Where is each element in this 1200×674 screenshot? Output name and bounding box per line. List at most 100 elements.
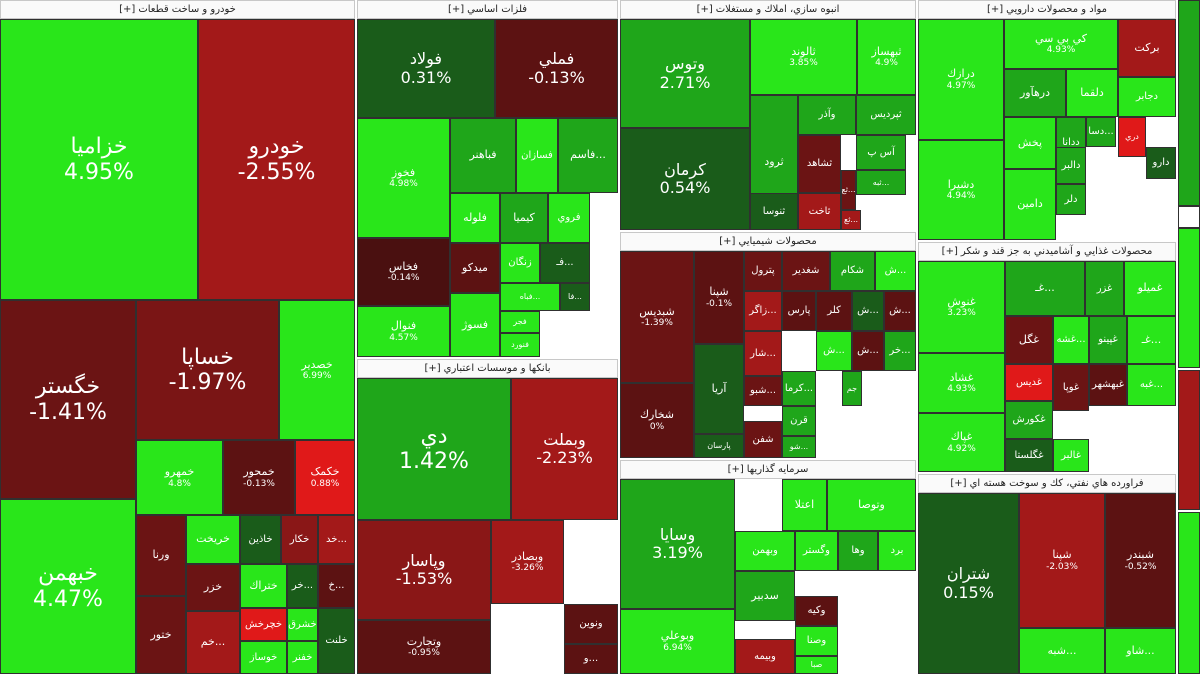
stock-tile[interactable]: فاسم...	[558, 118, 618, 193]
stock-tile[interactable]: وصنا	[795, 626, 838, 656]
stock-tile[interactable]: شو...	[782, 436, 816, 458]
stock-tile[interactable]: خچرخش	[240, 608, 287, 641]
stock-tile[interactable]: شبندر -0.52%	[1105, 493, 1176, 628]
stock-tile[interactable]: وتجارت -0.95%	[357, 620, 491, 674]
stock-tile[interactable]: خاذين	[240, 515, 281, 564]
stock-tile[interactable]: شفن	[744, 421, 782, 458]
stock-tile[interactable]: خوساز	[240, 641, 287, 674]
stock-tile[interactable]: وتوس 2.71%	[620, 19, 750, 128]
stock-tile[interactable]: ثع...	[841, 170, 856, 210]
stock-tile[interactable]: فنورد	[500, 333, 540, 357]
stock-tile[interactable]: وپاسار -1.53%	[357, 520, 491, 620]
stock-tile[interactable]: ش...	[884, 291, 916, 331]
stock-tile[interactable]: اعتلا	[782, 479, 827, 531]
stock-tile[interactable]: ميدكو	[450, 243, 500, 293]
stock-tile[interactable]: شخارك 0%	[620, 383, 694, 458]
stock-tile[interactable]: فملي -0.13%	[495, 19, 618, 118]
stock-tile[interactable]: ثالوند 3.85%	[750, 19, 857, 95]
stock-tile[interactable]: غگل	[1005, 316, 1053, 364]
stock-tile[interactable]: وكيه	[795, 596, 838, 626]
stock-tile[interactable]: غميلو	[1124, 261, 1176, 316]
stock-tile[interactable]: ش...	[816, 331, 852, 371]
stock-tile[interactable]: آس پ	[856, 135, 906, 170]
stock-tile[interactable]: ورنا	[136, 515, 186, 596]
stock-tile[interactable]: پخش	[1004, 117, 1056, 169]
stock-tile[interactable]: غپاك 4.92%	[918, 413, 1005, 472]
stock-tile[interactable]: خ...	[318, 564, 355, 608]
stock-tile[interactable]: فلوله	[450, 193, 500, 243]
stock-tile[interactable]: وآذر	[798, 95, 856, 135]
stock-tile[interactable]: خصدير 6.99%	[279, 300, 355, 440]
stock-tile[interactable]: فباهنر	[450, 118, 516, 193]
stock-tile[interactable]: شبديس -1.39%	[620, 251, 694, 383]
stock-tile[interactable]: وها	[838, 531, 878, 571]
stock-tile[interactable]: غبهشهر	[1089, 364, 1127, 406]
sector-expand-button[interactable]: [+]	[119, 4, 136, 15]
stock-tile[interactable]: فا...	[560, 283, 590, 311]
stock-tile[interactable]: بركت	[1118, 19, 1176, 77]
stock-tile[interactable]: زاگر...	[744, 291, 782, 331]
stock-tile[interactable]: ونوين	[564, 604, 618, 644]
offscreen-tile[interactable]	[1178, 370, 1200, 510]
stock-tile[interactable]: غگلستا	[1005, 439, 1053, 472]
stock-tile[interactable]: ش...	[875, 251, 916, 291]
stock-tile[interactable]: آريا	[694, 344, 744, 434]
stock-tile[interactable]: دلر	[1056, 184, 1086, 215]
stock-tile[interactable]: ثع...	[841, 210, 861, 230]
stock-tile[interactable]: وبملت -2.23%	[511, 378, 618, 520]
stock-tile[interactable]: وتوصا	[827, 479, 916, 531]
stock-tile[interactable]: شبه...	[1019, 628, 1105, 674]
sector-expand-button[interactable]: [+]	[727, 464, 744, 475]
offscreen-tile[interactable]	[1178, 228, 1200, 368]
stock-tile[interactable]: غكورش	[1005, 401, 1053, 439]
stock-tile[interactable]: شتران 0.15%	[918, 493, 1019, 674]
stock-tile[interactable]: پارسان	[694, 434, 744, 458]
stock-tile[interactable]: خزر	[186, 564, 240, 611]
stock-tile[interactable]: خلنت	[318, 608, 355, 674]
offscreen-tile[interactable]	[1178, 206, 1200, 228]
stock-tile[interactable]: صبا	[795, 656, 838, 674]
sector-expand-button[interactable]: [+]	[986, 4, 1004, 15]
stock-tile[interactable]: دسا...	[1086, 117, 1116, 147]
stock-tile[interactable]: شار...	[744, 331, 782, 376]
stock-tile[interactable]: فباه...	[500, 283, 560, 311]
stock-tile[interactable]: غوپا	[1053, 364, 1089, 411]
stock-tile[interactable]: ثاخت	[798, 193, 841, 230]
stock-tile[interactable]: غـ...	[1127, 316, 1176, 364]
stock-tile[interactable]: فخاس -0.14%	[357, 238, 450, 306]
stock-tile[interactable]: وسايا 3.19%	[620, 479, 735, 609]
stock-tile[interactable]: فسوژ	[450, 293, 500, 357]
stock-tile[interactable]: وبيمه	[735, 639, 795, 674]
stock-tile[interactable]: غشه...	[1053, 316, 1089, 364]
stock-tile[interactable]: غشاد 4.93%	[918, 353, 1005, 413]
offscreen-tile[interactable]	[1178, 512, 1200, 674]
stock-tile[interactable]: كرمان 0.54%	[620, 128, 750, 230]
stock-tile[interactable]: ختراك	[240, 564, 287, 608]
stock-tile[interactable]: خفنر	[287, 641, 318, 674]
stock-tile[interactable]: ش...	[852, 331, 884, 371]
stock-tile[interactable]: دري	[1118, 117, 1146, 157]
stock-tile[interactable]: شبو...	[744, 376, 782, 406]
stock-tile[interactable]: خمحور -0.13%	[223, 440, 295, 515]
stock-tile[interactable]: كي بي سي 4.93%	[1004, 19, 1118, 69]
stock-tile[interactable]: ثبهساز 4.9%	[857, 19, 916, 95]
sector-expand-button[interactable]: [+]	[941, 246, 958, 257]
stock-tile[interactable]: خزاميا 4.95%	[0, 19, 198, 300]
sector-expand-button[interactable]: [+]	[424, 363, 441, 374]
stock-tile[interactable]: درهآور	[1004, 69, 1066, 117]
stock-tile[interactable]: جم	[842, 371, 862, 406]
stock-tile[interactable]: شغدير	[782, 251, 830, 291]
offscreen-tile[interactable]	[1178, 0, 1200, 206]
stock-tile[interactable]: خکار	[281, 515, 318, 564]
sector-expand-button[interactable]: [+]	[696, 4, 713, 15]
stock-tile[interactable]: خر...	[884, 331, 916, 371]
stock-tile[interactable]: وبهمن	[735, 531, 795, 571]
stock-tile[interactable]: خر...	[287, 564, 318, 608]
stock-tile[interactable]: ثنوسا	[750, 193, 798, 230]
stock-tile[interactable]: خگستر -1.41%	[0, 300, 136, 499]
stock-tile[interactable]: غالبر	[1053, 439, 1089, 472]
stock-tile[interactable]: خساپا -1.97%	[136, 300, 279, 440]
stock-tile[interactable]: وگستر	[795, 531, 838, 571]
stock-tile[interactable]: برد	[878, 531, 916, 571]
stock-tile[interactable]: پترول	[744, 251, 782, 291]
